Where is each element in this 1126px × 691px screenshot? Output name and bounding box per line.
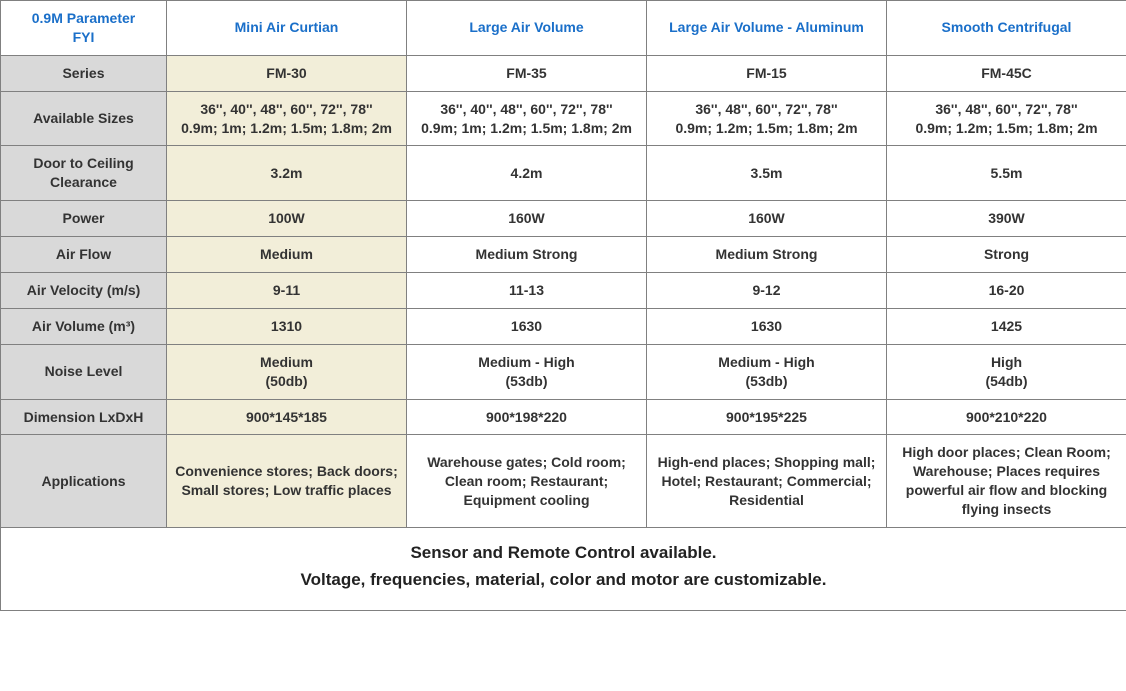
cell-power-1: 160W bbox=[407, 201, 647, 237]
cell-noise-0-line2: (50db) bbox=[173, 372, 400, 391]
cell-sizes-1-line2: 0.9m; 1m; 1.2m; 1.5m; 1.8m; 2m bbox=[413, 119, 640, 138]
cell-power-2: 160W bbox=[647, 201, 887, 237]
row-sizes: Available Sizes 36'', 40'', 48'', 60'', … bbox=[1, 91, 1126, 146]
cell-noise-1-line1: Medium - High bbox=[413, 353, 640, 372]
cell-clearance-3: 5.5m bbox=[887, 146, 1126, 201]
header-col-4: Smooth Centrifugal bbox=[887, 1, 1126, 56]
cell-noise-0: Medium (50db) bbox=[167, 344, 407, 399]
row-applications: Applications Convenience stores; Back do… bbox=[1, 435, 1126, 528]
row-airflow: Air Flow Medium Medium Strong Medium Str… bbox=[1, 237, 1126, 273]
cell-sizes-3-line1: 36'', 48'', 60'', 72'', 78'' bbox=[893, 100, 1120, 119]
row-dimension: Dimension LxDxH 900*145*185 900*198*220 … bbox=[1, 399, 1126, 435]
cell-velocity-1: 11-13 bbox=[407, 273, 647, 309]
cell-sizes-3-line2: 0.9m; 1.2m; 1.5m; 1.8m; 2m bbox=[893, 119, 1120, 138]
row-velocity: Air Velocity (m/s) 9-11 11-13 9-12 16-20 bbox=[1, 273, 1126, 309]
cell-power-3: 390W bbox=[887, 201, 1126, 237]
footer-line1: Sensor and Remote Control available. bbox=[7, 542, 1120, 565]
cell-sizes-0-line2: 0.9m; 1m; 1.2m; 1.5m; 1.8m; 2m bbox=[173, 119, 400, 138]
cell-clearance-2: 3.5m bbox=[647, 146, 887, 201]
cell-airflow-3: Strong bbox=[887, 237, 1126, 273]
header-corner-line2: FYI bbox=[73, 29, 95, 45]
header-col-3: Large Air Volume - Aluminum bbox=[647, 1, 887, 56]
cell-noise-1-line2: (53db) bbox=[413, 372, 640, 391]
comparison-table: 0.9M Parameter FYI Mini Air Curtian Larg… bbox=[0, 0, 1126, 611]
row-series: Series FM-30 FM-35 FM-15 FM-45C bbox=[1, 55, 1126, 91]
footer-line2: Voltage, frequencies, material, color an… bbox=[7, 569, 1120, 592]
cell-noise-2-line2: (53db) bbox=[653, 372, 880, 391]
cell-dimension-1: 900*198*220 bbox=[407, 399, 647, 435]
cell-power-0: 100W bbox=[167, 201, 407, 237]
cell-noise-0-line1: Medium bbox=[173, 353, 400, 372]
cell-applications-3: High door places; Clean Room; Warehouse;… bbox=[887, 435, 1126, 528]
cell-velocity-3: 16-20 bbox=[887, 273, 1126, 309]
row-power: Power 100W 160W 160W 390W bbox=[1, 201, 1126, 237]
cell-volume-3: 1425 bbox=[887, 308, 1126, 344]
header-col-2: Large Air Volume bbox=[407, 1, 647, 56]
cell-applications-0: Convenience stores; Back doors; Small st… bbox=[167, 435, 407, 528]
header-row: 0.9M Parameter FYI Mini Air Curtian Larg… bbox=[1, 1, 1126, 56]
header-corner: 0.9M Parameter FYI bbox=[1, 1, 167, 56]
cell-series-2: FM-15 bbox=[647, 55, 887, 91]
cell-sizes-1: 36'', 40'', 48'', 60'', 72'', 78'' 0.9m;… bbox=[407, 91, 647, 146]
cell-series-0: FM-30 bbox=[167, 55, 407, 91]
cell-clearance-0: 3.2m bbox=[167, 146, 407, 201]
cell-applications-2: High-end places; Shopping mall; Hotel; R… bbox=[647, 435, 887, 528]
cell-noise-3-line2: (54db) bbox=[893, 372, 1120, 391]
cell-clearance-1: 4.2m bbox=[407, 146, 647, 201]
row-label-airflow: Air Flow bbox=[1, 237, 167, 273]
row-clearance: Door to Ceiling Clearance 3.2m 4.2m 3.5m… bbox=[1, 146, 1126, 201]
cell-sizes-0-line1: 36'', 40'', 48'', 60'', 72'', 78'' bbox=[173, 100, 400, 119]
cell-dimension-3: 900*210*220 bbox=[887, 399, 1126, 435]
cell-volume-2: 1630 bbox=[647, 308, 887, 344]
header-corner-line1: 0.9M Parameter bbox=[32, 10, 136, 26]
cell-sizes-0: 36'', 40'', 48'', 60'', 72'', 78'' 0.9m;… bbox=[167, 91, 407, 146]
cell-velocity-0: 9-11 bbox=[167, 273, 407, 309]
cell-applications-1: Warehouse gates; Cold room; Clean room; … bbox=[407, 435, 647, 528]
cell-noise-2: Medium - High (53db) bbox=[647, 344, 887, 399]
cell-sizes-1-line1: 36'', 40'', 48'', 60'', 72'', 78'' bbox=[413, 100, 640, 119]
cell-noise-1: Medium - High (53db) bbox=[407, 344, 647, 399]
row-label-noise: Noise Level bbox=[1, 344, 167, 399]
cell-dimension-0: 900*145*185 bbox=[167, 399, 407, 435]
cell-volume-1: 1630 bbox=[407, 308, 647, 344]
cell-volume-0: 1310 bbox=[167, 308, 407, 344]
cell-sizes-2: 36'', 48'', 60'', 72'', 78'' 0.9m; 1.2m;… bbox=[647, 91, 887, 146]
cell-noise-3-line1: High bbox=[893, 353, 1120, 372]
header-col-1: Mini Air Curtian bbox=[167, 1, 407, 56]
row-label-clearance: Door to Ceiling Clearance bbox=[1, 146, 167, 201]
footer-row: Sensor and Remote Control available. Vol… bbox=[1, 528, 1126, 611]
row-label-series: Series bbox=[1, 55, 167, 91]
cell-sizes-2-line1: 36'', 48'', 60'', 72'', 78'' bbox=[653, 100, 880, 119]
footer-cell: Sensor and Remote Control available. Vol… bbox=[1, 528, 1126, 611]
row-label-dimension: Dimension LxDxH bbox=[1, 399, 167, 435]
cell-sizes-3: 36'', 48'', 60'', 72'', 78'' 0.9m; 1.2m;… bbox=[887, 91, 1126, 146]
row-label-volume: Air Volume (m³) bbox=[1, 308, 167, 344]
cell-airflow-0: Medium bbox=[167, 237, 407, 273]
cell-airflow-1: Medium Strong bbox=[407, 237, 647, 273]
cell-noise-3: High (54db) bbox=[887, 344, 1126, 399]
cell-series-1: FM-35 bbox=[407, 55, 647, 91]
cell-dimension-2: 900*195*225 bbox=[647, 399, 887, 435]
row-noise: Noise Level Medium (50db) Medium - High … bbox=[1, 344, 1126, 399]
row-volume: Air Volume (m³) 1310 1630 1630 1425 bbox=[1, 308, 1126, 344]
row-label-power: Power bbox=[1, 201, 167, 237]
cell-airflow-2: Medium Strong bbox=[647, 237, 887, 273]
cell-noise-2-line1: Medium - High bbox=[653, 353, 880, 372]
cell-sizes-2-line2: 0.9m; 1.2m; 1.5m; 1.8m; 2m bbox=[653, 119, 880, 138]
row-label-sizes: Available Sizes bbox=[1, 91, 167, 146]
row-label-velocity: Air Velocity (m/s) bbox=[1, 273, 167, 309]
row-label-applications: Applications bbox=[1, 435, 167, 528]
cell-series-3: FM-45C bbox=[887, 55, 1126, 91]
cell-velocity-2: 9-12 bbox=[647, 273, 887, 309]
